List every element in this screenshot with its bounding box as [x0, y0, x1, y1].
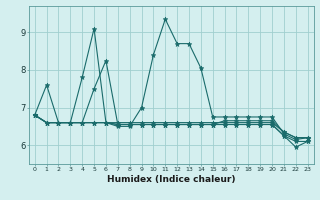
X-axis label: Humidex (Indice chaleur): Humidex (Indice chaleur): [107, 175, 236, 184]
